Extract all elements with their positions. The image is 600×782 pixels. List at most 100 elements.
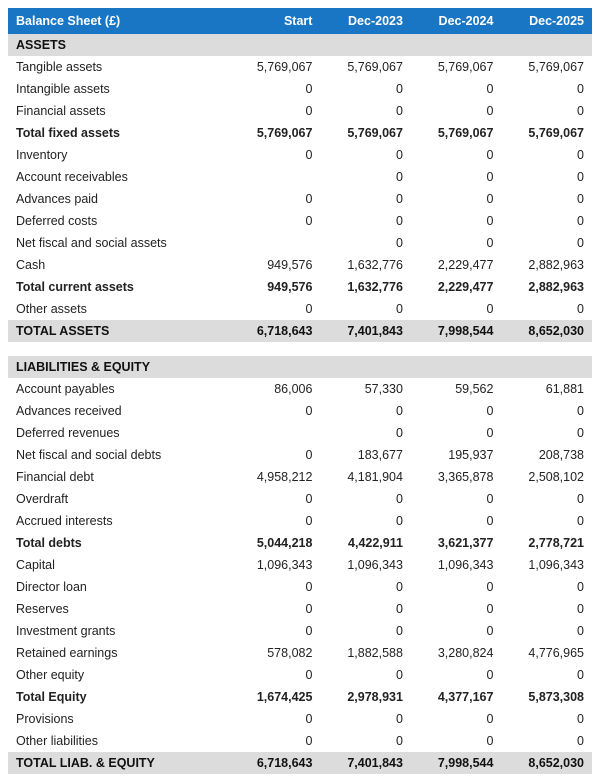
row-value: 3,365,878	[411, 466, 502, 488]
row-value: 1,632,776	[320, 276, 411, 298]
col-header: Start	[230, 8, 321, 34]
row-value: 0	[320, 422, 411, 444]
row-value: 6,718,643	[230, 752, 321, 774]
row-label: Account receivables	[8, 166, 230, 188]
row-value: 5,769,067	[411, 122, 502, 144]
row-value: 0	[320, 708, 411, 730]
row-value: 8,652,030	[501, 752, 592, 774]
row-value: 2,508,102	[501, 466, 592, 488]
row-value: 0	[320, 488, 411, 510]
row-label: Total Equity	[8, 686, 230, 708]
table-row: Director loan0000	[8, 576, 592, 598]
row-value: 5,769,067	[230, 122, 321, 144]
row-value: 1,096,343	[320, 554, 411, 576]
row-value: 2,229,477	[411, 276, 502, 298]
table-row: Net fiscal and social assets000	[8, 232, 592, 254]
row-value: 2,978,931	[320, 686, 411, 708]
row-label: Other assets	[8, 298, 230, 320]
table-row: Net fiscal and social debts0183,677195,9…	[8, 444, 592, 466]
table-row: Total fixed assets5,769,0675,769,0675,76…	[8, 122, 592, 144]
row-label: Overdraft	[8, 488, 230, 510]
row-label: Net fiscal and social debts	[8, 444, 230, 466]
row-value	[230, 166, 321, 188]
row-label: Account payables	[8, 378, 230, 400]
row-value: 0	[501, 188, 592, 210]
table-row: Provisions0000	[8, 708, 592, 730]
row-label: TOTAL LIAB. & EQUITY	[8, 752, 230, 774]
col-header: Dec-2025	[501, 8, 592, 34]
row-value: 0	[411, 576, 502, 598]
row-value: 86,006	[230, 378, 321, 400]
row-value: 578,082	[230, 642, 321, 664]
row-value: 0	[320, 598, 411, 620]
row-value	[320, 34, 411, 56]
row-value: 0	[411, 488, 502, 510]
row-value	[411, 34, 502, 56]
table-row: Account receivables000	[8, 166, 592, 188]
row-value: 0	[320, 664, 411, 686]
row-value: 5,769,067	[320, 122, 411, 144]
table-body: ASSETSTangible assets5,769,0675,769,0675…	[8, 34, 592, 774]
row-label: Director loan	[8, 576, 230, 598]
table-row: Deferred costs0000	[8, 210, 592, 232]
table-row: Financial debt4,958,2124,181,9043,365,87…	[8, 466, 592, 488]
row-value: 0	[501, 166, 592, 188]
row-value: 5,769,067	[501, 56, 592, 78]
row-value: 0	[411, 510, 502, 532]
row-value: 5,873,308	[501, 686, 592, 708]
row-value: 1,096,343	[501, 554, 592, 576]
row-value: 0	[411, 232, 502, 254]
table-row: Tangible assets5,769,0675,769,0675,769,0…	[8, 56, 592, 78]
row-value: 0	[320, 576, 411, 598]
row-value: 0	[411, 78, 502, 100]
table-row: Deferred revenues000	[8, 422, 592, 444]
row-value: 57,330	[320, 378, 411, 400]
row-value	[230, 356, 321, 378]
table-row: Reserves0000	[8, 598, 592, 620]
row-value: 0	[230, 708, 321, 730]
row-value: 5,769,067	[501, 122, 592, 144]
row-value: 1,096,343	[411, 554, 502, 576]
row-value: 208,738	[501, 444, 592, 466]
table-row: Other assets0000	[8, 298, 592, 320]
row-value: 0	[501, 144, 592, 166]
row-value: 0	[320, 620, 411, 642]
balance-sheet-table: Balance Sheet (£) Start Dec-2023 Dec-202…	[8, 8, 592, 774]
row-value: 0	[411, 598, 502, 620]
row-value: 4,776,965	[501, 642, 592, 664]
row-value: 0	[501, 210, 592, 232]
row-value: 0	[320, 144, 411, 166]
row-value: 0	[320, 188, 411, 210]
row-label: ASSETS	[8, 34, 230, 56]
row-label: Capital	[8, 554, 230, 576]
table-row: Financial assets0000	[8, 100, 592, 122]
row-value: 2,229,477	[411, 254, 502, 276]
row-value: 6,718,643	[230, 320, 321, 342]
row-value: 0	[501, 298, 592, 320]
row-value: 0	[230, 100, 321, 122]
row-value: 8,652,030	[501, 320, 592, 342]
row-value: 0	[501, 730, 592, 752]
row-label: Inventory	[8, 144, 230, 166]
table-row: Advances paid0000	[8, 188, 592, 210]
row-value: 0	[230, 210, 321, 232]
row-value: 0	[501, 232, 592, 254]
row-label: Total fixed assets	[8, 122, 230, 144]
table-row: LIABILITIES & EQUITY	[8, 356, 592, 378]
row-value: 0	[411, 166, 502, 188]
row-value	[320, 356, 411, 378]
row-label: Tangible assets	[8, 56, 230, 78]
row-value: 1,882,588	[320, 642, 411, 664]
row-value: 0	[501, 100, 592, 122]
row-value: 0	[320, 166, 411, 188]
row-label: TOTAL ASSETS	[8, 320, 230, 342]
row-value: 0	[411, 422, 502, 444]
row-value: 0	[411, 210, 502, 232]
row-value: 0	[230, 620, 321, 642]
row-value: 5,044,218	[230, 532, 321, 554]
table-row: Intangible assets0000	[8, 78, 592, 100]
row-value	[501, 34, 592, 56]
row-value: 195,937	[411, 444, 502, 466]
table-row: Overdraft0000	[8, 488, 592, 510]
row-value: 0	[411, 100, 502, 122]
